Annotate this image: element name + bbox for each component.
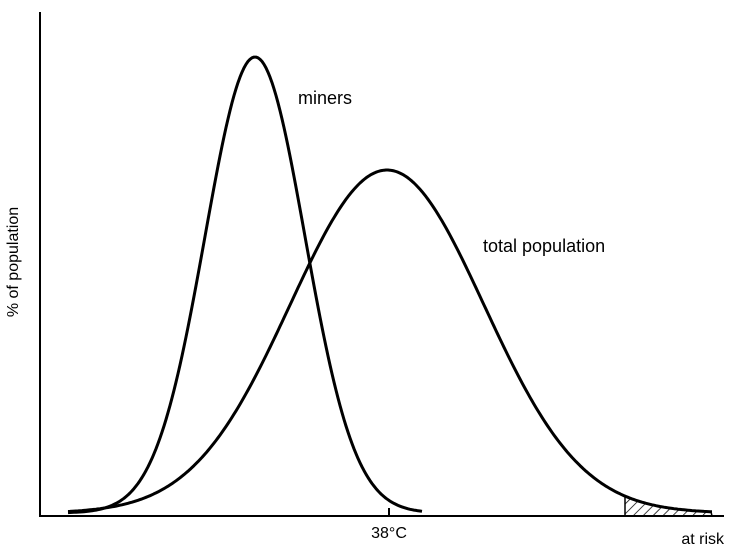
total-population-curve xyxy=(67,168,712,514)
at-risk-area xyxy=(624,494,713,517)
axes xyxy=(39,12,724,517)
curve-label: total population xyxy=(483,236,605,256)
miners-curve xyxy=(67,55,423,515)
risk-label: at risk xyxy=(681,531,725,548)
y-axis-label: % of population xyxy=(5,207,22,317)
curve-label: miners xyxy=(298,88,352,108)
x-tick-label: 38°C xyxy=(371,525,407,542)
